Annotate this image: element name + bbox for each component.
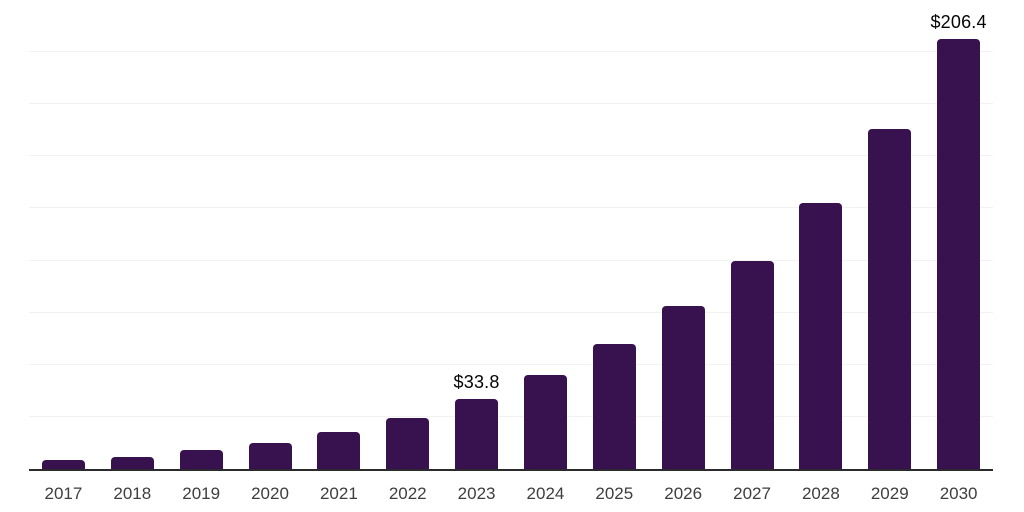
bar-column-2018 <box>98 0 167 469</box>
gridline-200 <box>29 51 993 53</box>
bar-column-2030: $206.4 <box>924 0 993 469</box>
x-tick-2017: 2017 <box>44 484 83 503</box>
bar-2024[interactable] <box>523 375 567 469</box>
bar-column-2029 <box>855 0 924 469</box>
x-tick-2024: 2024 <box>526 484 565 503</box>
gridline-175 <box>29 103 993 105</box>
gridline-50 <box>29 363 993 365</box>
bars-row: $33.8 $206.4 <box>29 0 993 469</box>
value-label-2023: $33.8 <box>453 371 500 392</box>
bar-2030[interactable]: $206.4 <box>930 12 987 469</box>
x-tick-2018: 2018 <box>113 484 152 503</box>
bar-column-2019 <box>167 0 236 469</box>
bar-2027[interactable] <box>730 261 774 469</box>
bar-2023[interactable]: $33.8 <box>454 372 499 469</box>
bar-column-2021 <box>304 0 373 469</box>
gridline-100 <box>29 259 993 261</box>
bar-column-2025 <box>580 0 649 469</box>
bar-column-2026 <box>649 0 718 469</box>
x-axis-tick-labels: 2017 2018 2019 2020 2021 2022 2023 2024 2025 2026… <box>29 471 993 504</box>
x-tick-2026: 2026 <box>664 484 703 503</box>
bar-2020[interactable] <box>248 442 292 469</box>
bar-2028[interactable] <box>799 202 843 469</box>
bar-column-2024 <box>511 0 580 469</box>
bar-2026[interactable] <box>661 305 705 469</box>
bar-column-2028 <box>786 0 855 469</box>
bar-2017[interactable] <box>41 459 85 469</box>
gridline-75 <box>29 311 993 313</box>
x-tick-2022: 2022 <box>388 484 427 503</box>
x-tick-2020: 2020 <box>251 484 289 503</box>
x-tick-2025: 2025 <box>595 484 634 503</box>
bar-2019[interactable] <box>179 450 223 469</box>
bar-column-2020 <box>236 0 305 469</box>
x-tick-2021: 2021 <box>319 484 358 503</box>
value-label-2030: $206.4 <box>930 11 987 32</box>
bar-column-2027 <box>718 0 787 469</box>
plot-area: $33.8 $206.4 <box>29 0 993 471</box>
bar-2029[interactable] <box>868 129 912 469</box>
x-tick-2029: 2029 <box>870 484 909 503</box>
bar-2021[interactable] <box>317 432 361 469</box>
x-tick-2027: 2027 <box>733 484 771 503</box>
bar-column-2022 <box>373 0 442 469</box>
bar-2022[interactable] <box>386 418 430 469</box>
bar-column-2023: $33.8 <box>442 0 511 469</box>
x-tick-2023: 2023 <box>457 484 496 503</box>
x-tick-2028: 2028 <box>801 484 840 503</box>
x-tick-2030: 2030 <box>939 484 978 503</box>
bar-column-2017 <box>29 0 98 469</box>
bar-2018[interactable] <box>110 456 154 469</box>
gridline-25 <box>29 415 993 417</box>
gridline-150 <box>29 155 993 157</box>
gridline-125 <box>29 207 993 209</box>
x-axis-line <box>29 469 993 471</box>
x-tick-2019: 2019 <box>182 484 221 503</box>
bar-2025[interactable] <box>592 344 636 469</box>
